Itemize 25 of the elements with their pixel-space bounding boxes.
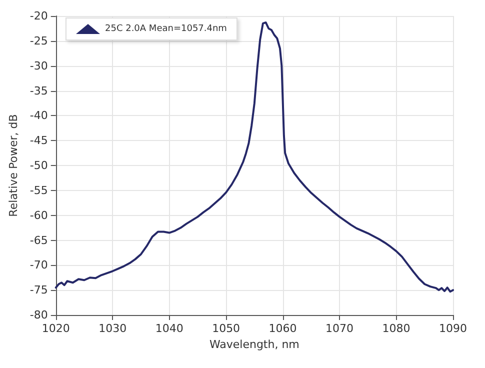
x-tick-label: 1080	[382, 322, 410, 335]
x-tick-label: 1060	[268, 322, 297, 335]
x-tick-label: 1040	[155, 322, 184, 335]
x-axis-title: Wavelength, nm	[209, 338, 300, 351]
y-tick-label: -70	[30, 258, 48, 272]
x-tick-label: 1090	[439, 322, 467, 335]
x-tick-label: 1050	[212, 322, 240, 335]
x-tick-label: 1020	[42, 322, 70, 335]
y-tick-label: -75	[30, 284, 48, 297]
y-tick-label: -25	[30, 34, 48, 48]
y-tick-label: -30	[30, 59, 48, 72]
y-tick-label: -45	[30, 134, 48, 148]
legend-label: 25C 2.0A Mean=1057.4nm	[105, 24, 227, 34]
y-tick-label: -35	[30, 84, 48, 98]
y-tick-label: -40	[30, 109, 48, 122]
y-tick-label: -80	[30, 308, 48, 322]
y-axis-title: Relative Power, dB	[7, 114, 20, 217]
y-tick-label: -65	[30, 234, 48, 247]
y-tick-label: -20	[30, 10, 48, 22]
y-tick-label: -55	[30, 184, 48, 197]
y-tick-label: -60	[30, 208, 48, 222]
y-tick-label: -50	[30, 159, 48, 172]
x-tick-label: 1030	[98, 322, 127, 335]
line-series	[54, 21, 454, 293]
x-tick-label: 1070	[326, 322, 354, 335]
